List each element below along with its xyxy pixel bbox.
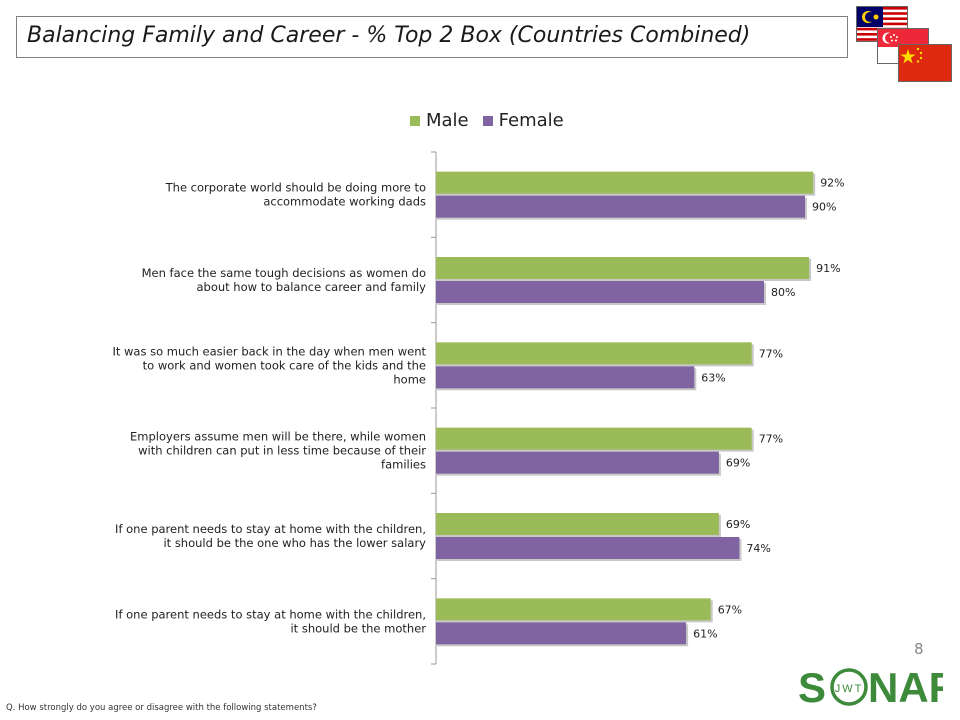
data-label: 77%	[759, 347, 783, 360]
chart-legend: Male Female	[410, 110, 578, 131]
category-label: Employers assume men will be there, whil…	[130, 430, 426, 444]
bar-male	[436, 427, 752, 450]
data-label: 69%	[726, 457, 750, 470]
bar-female	[436, 537, 740, 559]
legend-label-male: Male	[426, 110, 469, 131]
data-label: 77%	[759, 433, 783, 446]
data-label: 80%	[771, 286, 795, 299]
data-label: 74%	[746, 542, 770, 555]
category-label: accommodate working dads	[263, 195, 426, 209]
legend-swatch-male	[410, 115, 420, 126]
sonar-logo: S JWT NAR	[798, 654, 959, 714]
data-label: 61%	[693, 627, 717, 640]
category-label: If one parent needs to stay at home with…	[115, 522, 426, 536]
data-label: 67%	[718, 603, 742, 616]
svg-text:JWT: JWT	[835, 683, 864, 695]
data-label: 91%	[816, 262, 840, 275]
question-footnote: Q. How strongly do you agree or disagree…	[6, 703, 317, 713]
category-label: it should be the mother	[290, 621, 426, 635]
bar-female	[436, 451, 719, 474]
bar-male	[436, 513, 719, 535]
page-title: Balancing Family and Career - % Top 2 Bo…	[27, 23, 751, 48]
bar-male	[436, 171, 814, 194]
category-label: It was so much easier back in the day wh…	[112, 344, 426, 358]
bar-female	[436, 366, 695, 389]
category-label: The corporate world should be doing more…	[165, 181, 426, 195]
category-label: it should be the one who has the lower s…	[163, 536, 426, 550]
bar-female	[436, 195, 805, 218]
svg-text:NAR: NAR	[868, 664, 943, 711]
china-flag-icon	[898, 44, 952, 82]
data-label: 92%	[820, 177, 844, 190]
category-label: If one parent needs to stay at home with…	[115, 607, 426, 621]
bar-male	[436, 598, 711, 621]
category-label: to work and women took care of the kids …	[143, 358, 426, 372]
legend-swatch-female	[482, 115, 493, 126]
page-number: 8	[914, 640, 924, 658]
bar-female	[436, 622, 687, 645]
data-label: 90%	[812, 201, 836, 214]
legend-label-female: Female	[498, 110, 564, 131]
data-label: 69%	[726, 518, 750, 531]
category-label: home	[393, 372, 426, 386]
bar-male	[436, 342, 752, 365]
title-box: Balancing Family and Career - % Top 2 Bo…	[16, 16, 848, 58]
category-label: Men face the same tough decisions as wom…	[142, 266, 426, 280]
category-label: families	[381, 458, 426, 472]
bar-female	[436, 281, 764, 303]
legend-item-female: Female	[482, 110, 564, 131]
legend-item-male: Male	[410, 110, 469, 131]
category-label: with children can put in less time becau…	[138, 444, 426, 458]
bar-male	[436, 257, 810, 279]
category-label: about how to balance career and family	[196, 280, 426, 294]
svg-text:S: S	[798, 664, 826, 711]
data-label: 63%	[701, 371, 725, 384]
